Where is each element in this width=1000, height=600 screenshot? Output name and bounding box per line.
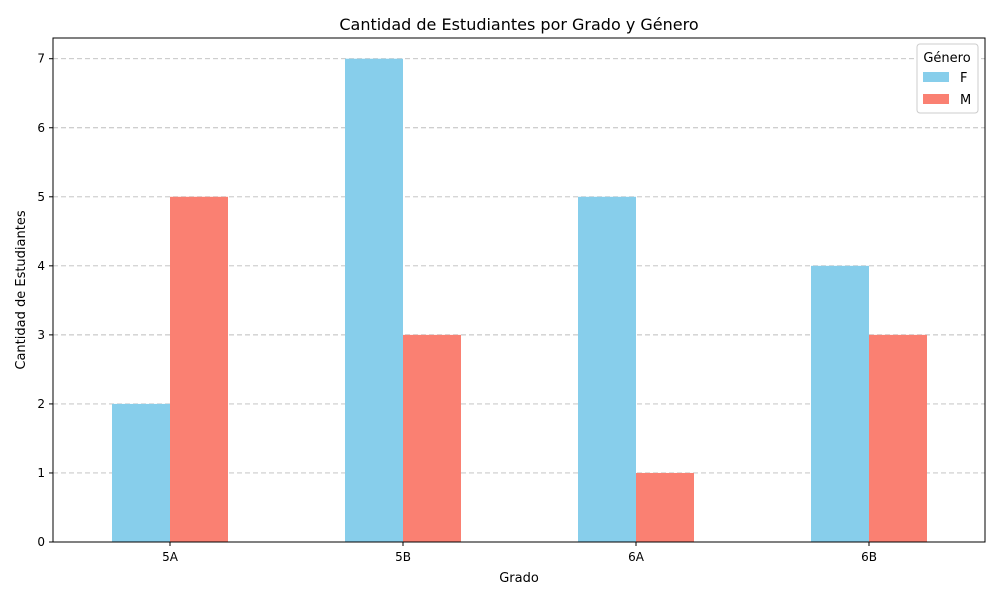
x-tick-label: 6B xyxy=(861,550,877,564)
legend-label-m: M xyxy=(960,93,971,108)
y-tick-label: 6 xyxy=(37,121,45,135)
legend: Género F M xyxy=(916,43,979,114)
y-tick-label: 2 xyxy=(37,397,45,411)
y-tick-label: 7 xyxy=(37,52,45,66)
bars xyxy=(112,58,927,542)
y-tick-label: 1 xyxy=(37,466,45,480)
y-tick-label: 3 xyxy=(37,328,45,342)
bar-f-5b xyxy=(345,58,403,542)
x-tick-label: 5B xyxy=(395,550,411,564)
y-axis-label: Cantidad de Estudiantes xyxy=(14,210,29,369)
y-tick-label: 0 xyxy=(37,535,45,549)
bar-m-5b xyxy=(403,334,461,542)
bar-m-6b xyxy=(869,334,927,542)
chart-title: Cantidad de Estudiantes por Grado y Géne… xyxy=(339,15,698,34)
legend-swatch-m xyxy=(923,94,949,104)
bar-f-6b xyxy=(811,265,869,542)
bar-m-6a xyxy=(636,472,694,542)
legend-title: Género xyxy=(923,51,970,66)
x-axis-ticks: 5A 5B 6A 6B xyxy=(162,542,877,564)
y-tick-label: 4 xyxy=(37,259,45,273)
y-tick-label: 5 xyxy=(37,190,45,204)
bar-f-5a xyxy=(112,403,170,542)
legend-label-f: F xyxy=(960,71,967,86)
plot-frame xyxy=(52,37,986,543)
y-axis-ticks: 0 1 2 3 4 5 6 7 xyxy=(37,52,53,549)
bar-f-6a xyxy=(578,196,636,542)
x-tick-label: 5A xyxy=(162,550,179,564)
x-axis-label: Grado xyxy=(499,571,539,586)
bar-m-5a xyxy=(170,196,228,542)
x-tick-label: 6A xyxy=(628,550,645,564)
legend-swatch-f xyxy=(923,72,949,82)
